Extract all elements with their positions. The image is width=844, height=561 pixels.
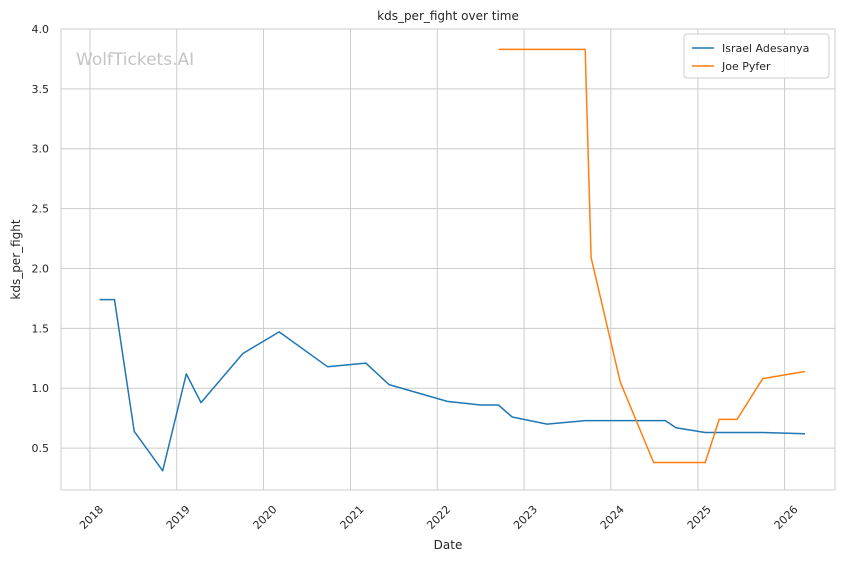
chart-title: kds_per_fight over time: [377, 9, 519, 23]
series-layer: [99, 48, 806, 472]
x-tick-label: 2019: [164, 503, 193, 532]
y-tick-label: 2.0: [32, 262, 50, 275]
x-tick-label: 2026: [772, 503, 801, 532]
y-tick-label: 1.0: [32, 382, 50, 395]
y-axis-ticks: 0.5 1.0 1.5 2.0 2.5 3.0 3.5 4.0: [32, 23, 50, 455]
x-tick-label: 2018: [77, 503, 106, 532]
legend: Israel Adesanya Joe Pyfer: [683, 33, 830, 79]
y-axis-title: kds_per_fight: [9, 219, 23, 300]
x-tick-label: 2025: [685, 503, 714, 532]
x-tick-label: 2023: [511, 503, 540, 532]
x-tick-label: 2020: [251, 503, 280, 532]
legend-label: Joe Pyfer: [721, 60, 771, 73]
watermark-text: WolfTickets.AI: [76, 50, 194, 70]
legend-box: [683, 33, 830, 79]
x-tick-label: 2024: [598, 503, 627, 532]
y-tick-label: 2.5: [32, 203, 50, 216]
legend-label: Israel Adesanya: [722, 42, 809, 55]
y-tick-label: 0.5: [32, 442, 50, 455]
y-tick-label: 3.0: [32, 143, 50, 156]
y-tick-label: 3.5: [32, 83, 50, 96]
y-tick-label: 4.0: [32, 23, 50, 36]
legend-items: Israel Adesanya Joe Pyfer: [692, 42, 809, 73]
x-tick-label: 2022: [424, 503, 453, 532]
x-axis-title: Date: [434, 538, 463, 552]
y-tick-label: 1.5: [32, 322, 50, 335]
x-tick-label: 2021: [338, 503, 367, 532]
x-axis-ticks: 2018 2019 2020 2021 2022 2023 2024 2025 2026: [77, 503, 801, 532]
plot-area-frame: [60, 28, 836, 491]
series-line-1: [99, 298, 806, 472]
series-line-2: [498, 48, 806, 464]
